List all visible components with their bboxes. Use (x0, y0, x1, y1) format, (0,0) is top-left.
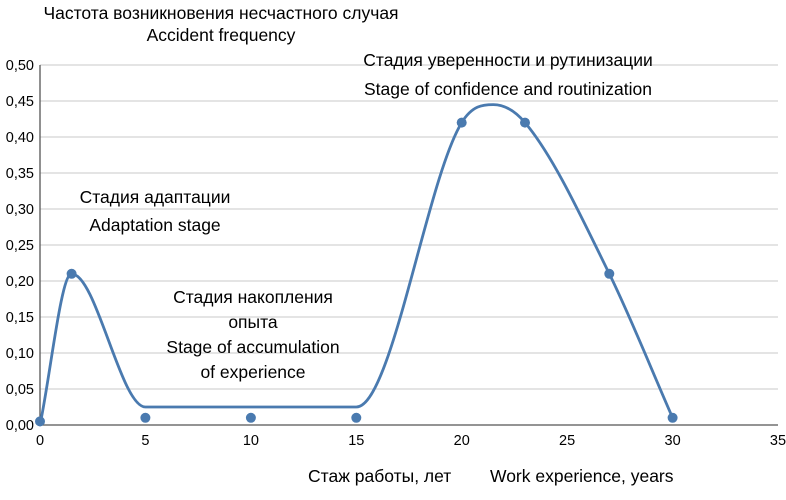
y-tick-label: 0,40 (6, 130, 34, 146)
annotation-accumulation-en-1: Stage of accumulation (166, 337, 340, 357)
y-tick-label: 0,50 (6, 58, 34, 74)
data-point (520, 117, 530, 128)
annotation-accumulation-ru-2: опыта (228, 312, 278, 332)
x-tick-label: 0 (36, 433, 44, 449)
x-tick-label: 15 (348, 433, 364, 449)
annotation-confidence-stage: Стадия уверенности и рутинизации Stage o… (322, 46, 694, 104)
y-tick-label: 0,05 (6, 382, 34, 398)
data-point (667, 412, 678, 423)
annotation-adaptation-stage: Стадия адаптации Adaptation stage (44, 183, 266, 239)
x-tick-label: 25 (559, 433, 575, 449)
data-point (35, 416, 45, 427)
data-point (351, 412, 362, 423)
x-tick-label: 35 (770, 433, 786, 449)
annotation-accumulation-en-2: of experience (200, 362, 306, 382)
data-point (140, 412, 151, 423)
x-axis-title: Стаж работы, лет Work experience, years (0, 466, 786, 492)
y-tick-label: 0,30 (6, 202, 34, 218)
y-axis-title-ru: Частота возникновения несчастного случая (43, 3, 399, 23)
data-point (245, 412, 256, 423)
annotation-adaptation-ru: Стадия адаптации (79, 187, 231, 207)
y-tick-label: 0,20 (6, 274, 34, 290)
annotation-confidence-ru: Стадия уверенности и рутинизации (363, 50, 653, 70)
series-line (38, 103, 674, 427)
annotation-accumulation-stage: Стадия накопления опыта Stage of accumul… (148, 285, 358, 385)
x-tick-label: 30 (665, 433, 681, 449)
x-tick-label: 20 (454, 433, 470, 449)
y-tick-label: 0,00 (6, 418, 34, 434)
y-tick-label: 0,10 (6, 346, 34, 362)
x-axis-title-en: Work experience, years (490, 466, 674, 486)
data-point (66, 268, 77, 279)
x-tick-label: 10 (243, 433, 259, 449)
data-point (604, 268, 615, 279)
y-tick-label: 0,25 (6, 238, 34, 254)
y-tick-label: 0,15 (6, 310, 34, 326)
annotation-confidence-en: Stage of confidence and routinization (364, 79, 652, 99)
y-tick-label: 0,45 (6, 94, 34, 110)
data-point (456, 117, 467, 128)
annotation-accumulation-ru-1: Стадия накопления (173, 287, 333, 307)
x-axis-title-ru: Стаж работы, лет (308, 466, 452, 486)
y-axis-title-en: Accident frequency (146, 25, 296, 45)
y-axis-title: Частота возникновения несчастного случая… (0, 2, 442, 46)
x-tick-label: 5 (141, 433, 149, 449)
y-tick-label: 0,35 (6, 166, 34, 182)
annotation-adaptation-en: Adaptation stage (89, 215, 221, 235)
